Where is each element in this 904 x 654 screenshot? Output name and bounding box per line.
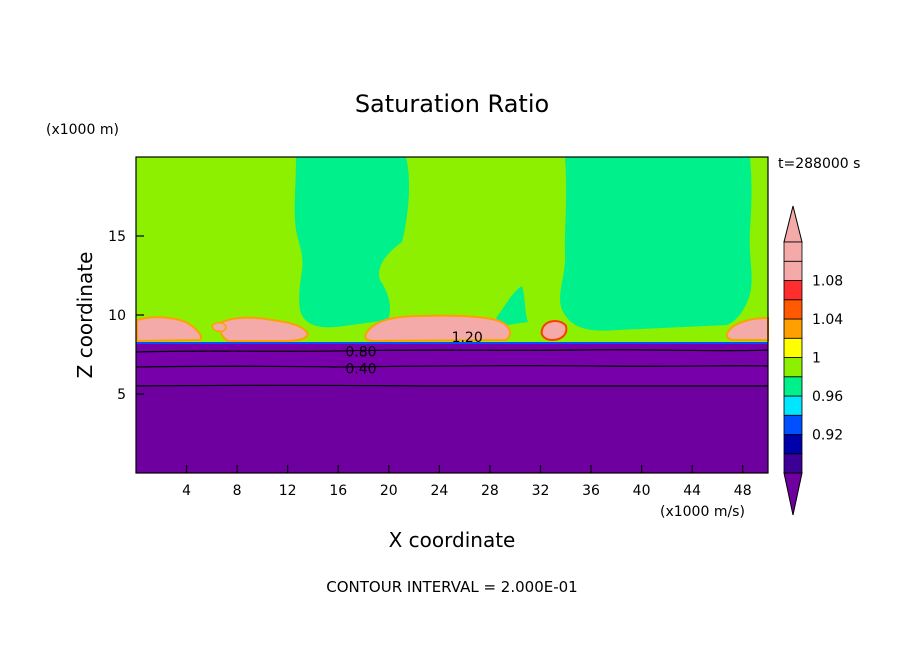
colorbar-under-triangle	[783, 472, 803, 516]
x-tick-label: 16	[329, 483, 347, 499]
cloud-patch-1	[136, 316, 202, 343]
colorbar-swatch	[783, 241, 803, 262]
colorbar-swatch	[783, 299, 803, 320]
colorbar: 0.92 0.96 1 1.04 1.08	[783, 205, 843, 516]
colorbar-swatch	[783, 357, 803, 378]
x-tick-label: 48	[734, 483, 752, 499]
moist-region-3	[496, 286, 528, 326]
y-tick-label: 5	[117, 387, 126, 403]
x-tick-label: 24	[430, 483, 448, 499]
chart-title: Saturation Ratio	[355, 90, 549, 118]
x-tick-label: 44	[683, 483, 701, 499]
x-tick-label: 4	[182, 483, 191, 499]
contour-line-low	[135, 384, 769, 387]
x-tick-label: 20	[380, 483, 398, 499]
time-label: t=288000 s	[778, 156, 860, 172]
colorbar-swatch	[783, 337, 803, 358]
x-tick-label: 28	[481, 483, 499, 499]
colorbar-level-label: 1	[812, 351, 821, 367]
cloud-patch-3	[364, 314, 512, 343]
moist-region-1	[294, 157, 410, 328]
colorbar-level-label: 1.04	[812, 312, 843, 328]
colorbar-swatch	[783, 260, 803, 281]
colorbar-over-triangle	[783, 205, 803, 243]
x-axis-label: X coordinate	[389, 528, 516, 552]
x-unit-label: (x1000 m/s)	[660, 504, 745, 520]
colorbar-swatch	[783, 414, 803, 435]
colorbar-level-label: 1.08	[812, 274, 843, 290]
colorbar-swatch	[783, 280, 803, 301]
contour-interval-footer: CONTOUR INTERVAL = 2.000E-01	[326, 578, 577, 596]
colorbar-swatch	[783, 434, 803, 455]
y-axis-ticks: 5 10 15	[108, 229, 144, 403]
colorbar-level-label: 0.92	[812, 428, 843, 444]
cloud-patch-2	[219, 316, 310, 342]
cloud-patch-4	[540, 320, 568, 342]
colorbar-level-label: 0.96	[812, 389, 843, 405]
moist-region-2	[560, 157, 752, 331]
x-tick-label: 32	[532, 483, 550, 499]
y-tick-label: 15	[108, 229, 126, 245]
contour-label: 1.20	[452, 330, 483, 346]
contour-label: 0.40	[345, 362, 376, 378]
x-tick-label: 8	[233, 483, 242, 499]
colorbar-swatch	[783, 376, 803, 397]
x-axis-ticks: 4 8 12 16 20 24 28 32 36 40 44 48	[182, 465, 752, 499]
contour-label: 0.80	[345, 344, 376, 360]
y-unit-label: (x1000 m)	[46, 122, 119, 138]
contour-line-0.40	[135, 364, 769, 368]
y-axis-label: Z coordinate	[73, 252, 97, 379]
plot-area: 0.80 0.40 1.20	[135, 156, 769, 474]
colorbar-swatch	[783, 395, 803, 416]
y-tick-label: 10	[108, 308, 126, 324]
contour-labels: 0.80 0.40 1.20	[345, 330, 482, 378]
x-tick-label: 36	[582, 483, 600, 499]
x-tick-label: 12	[279, 483, 297, 499]
very-dry-layer	[136, 385, 768, 473]
cloud-patch-6	[211, 322, 227, 333]
contour-line-0.80	[135, 349, 769, 353]
colorbar-swatch	[783, 318, 803, 339]
x-tick-label: 40	[633, 483, 651, 499]
colorbar-swatch	[783, 453, 803, 474]
